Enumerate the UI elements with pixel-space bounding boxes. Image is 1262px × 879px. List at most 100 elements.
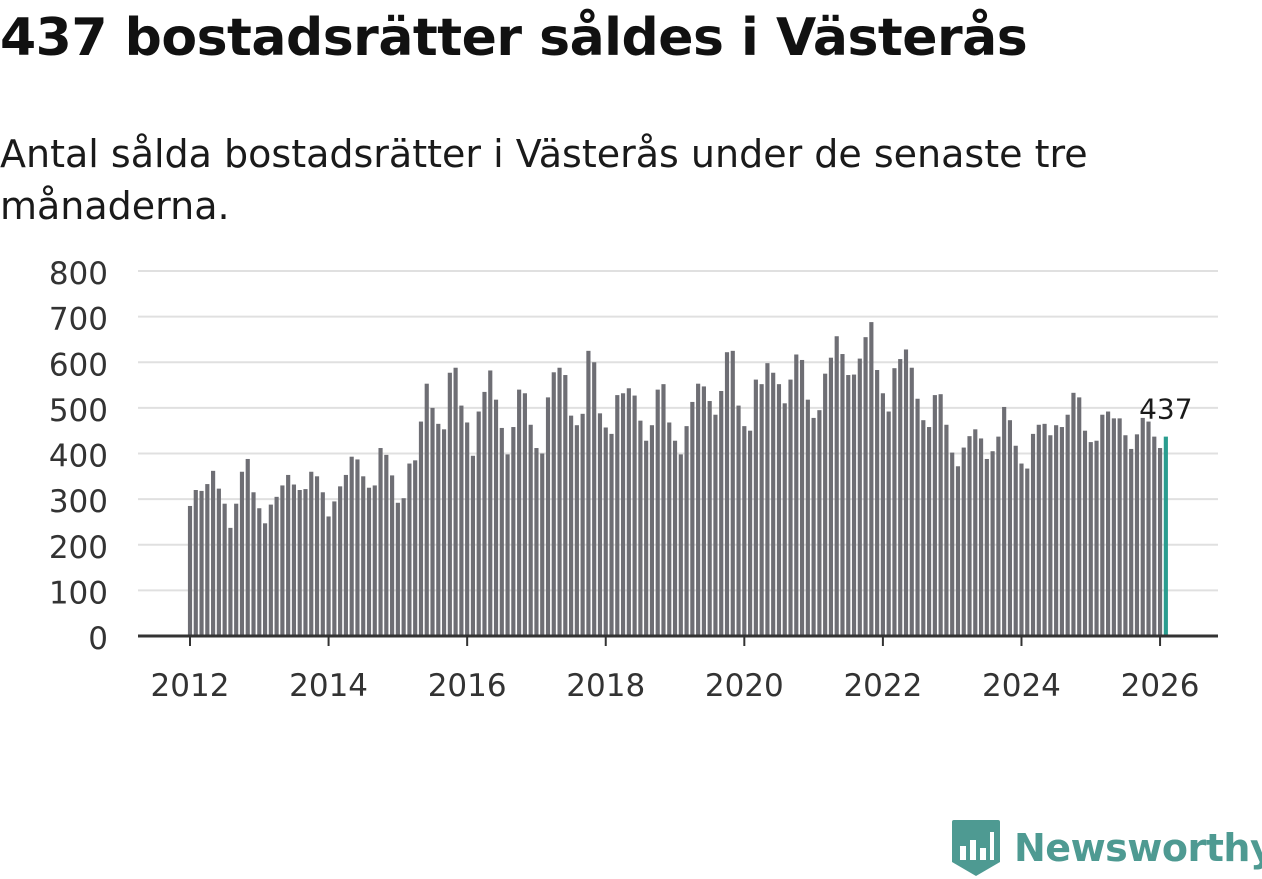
bar [557,367,562,636]
bar [343,474,348,636]
bar [990,451,995,636]
bar [978,438,984,636]
bar [361,476,366,636]
bar [788,379,793,636]
bar [239,471,245,636]
bar [407,463,412,636]
bar [811,417,816,636]
bar [938,394,943,636]
bar [522,393,527,636]
bar [384,454,389,636]
bar [944,424,949,636]
bar [338,486,343,636]
bar [1054,425,1059,636]
bar [314,476,320,636]
highlight-value-label: 437 [1139,393,1192,426]
bar [1082,430,1088,636]
bar [592,362,597,636]
bar [545,397,551,636]
bar [453,367,458,636]
bar [1042,423,1047,636]
bar [973,429,978,636]
bar [765,363,770,636]
bar [661,384,666,636]
bar [597,413,603,636]
bar [401,498,406,636]
bar [1117,418,1122,636]
bar [880,393,885,636]
bar [1065,414,1070,636]
y-tick-label: 200 [49,530,108,566]
bar [1025,468,1030,636]
newsworthy-logo[interactable]: Newsworthy [950,818,1262,878]
bar [280,485,285,636]
bar [672,440,678,636]
bar [332,501,337,636]
bar [1059,427,1064,636]
bar [696,383,701,636]
bar [1077,397,1082,636]
y-tick-label: 700 [49,302,108,338]
bar [620,393,626,636]
bar [418,421,424,636]
bar [268,504,273,636]
bar [996,436,1001,636]
bar [245,458,250,636]
y-tick-label: 800 [49,256,108,292]
bar [678,454,683,636]
x-tick-label: 2016 [428,668,507,700]
bar [274,496,279,636]
bar [776,384,782,636]
bar [309,471,314,636]
bar [857,358,862,636]
bar [286,474,291,636]
bar [875,370,880,636]
chart-title: 437 bostadsrätter såldes i Västerås [0,8,1028,68]
bar [851,374,857,636]
bar [984,458,989,636]
y-tick-label: 100 [49,575,108,611]
bar [372,485,377,636]
bar [759,384,764,636]
bar [1019,463,1024,636]
bar [187,505,193,636]
bar [713,414,718,636]
bar [950,452,955,636]
bar [517,389,522,636]
bar [1007,420,1013,636]
bar [921,420,926,636]
bar [262,523,268,636]
bar [580,413,585,636]
bar [320,492,325,636]
bar [465,422,470,636]
bar [805,399,810,636]
bar [424,383,429,636]
bar [482,391,487,636]
bar [898,359,903,636]
bar [574,425,579,636]
brand-name: Newsworthy [1014,826,1262,870]
bar [961,447,966,636]
bar [488,370,493,636]
bar [436,423,441,636]
bar [1013,445,1018,636]
bar [413,460,418,636]
bar [499,427,504,636]
bar [701,386,706,636]
bar [441,429,447,636]
bar [909,367,914,636]
bar [1157,448,1163,636]
bar [291,484,297,636]
bar [828,357,834,636]
bar [216,488,221,636]
bar [932,395,937,636]
bar [782,403,787,636]
bar [794,354,799,636]
bar [470,455,476,636]
bar [528,424,533,636]
bar [395,502,400,636]
x-tick-label: 2020 [705,668,784,700]
bar [1129,448,1134,636]
bar [967,436,972,636]
